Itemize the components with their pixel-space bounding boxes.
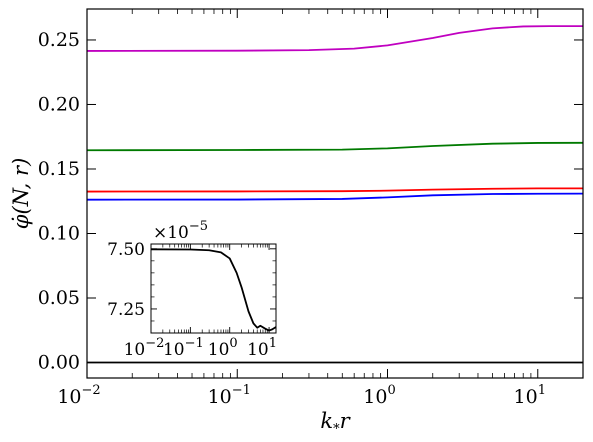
x-tick-label-0: 10−2 <box>57 383 100 408</box>
inset-x-tick-label-3: 101 <box>247 336 277 360</box>
series-line-1 <box>86 141 584 152</box>
main-plot: 10−2 10−1 100 1010.000.050.100.150.200.25k*… <box>9 8 584 437</box>
inset-x-tick-label-1: 10−1 <box>163 336 204 360</box>
y-tick-label-2: 0.10 <box>38 222 80 244</box>
inset-x-tick-label-2: 100 <box>208 336 238 360</box>
y-axis-label: φ̇(N, r) <box>9 158 33 230</box>
x-tick-label-1: 10−1 <box>208 383 251 408</box>
inset-x-tick-label-0: 10−2 <box>124 336 165 360</box>
x-tick-label-2: 100 <box>363 383 395 408</box>
x-tick-label-3: 101 <box>514 383 546 408</box>
y-tick-label-0: 0.00 <box>38 352 80 374</box>
inset-y-tick-label-0: 7.25 <box>107 300 145 320</box>
y-tick-label-3: 0.15 <box>38 158 80 180</box>
y-tick-label-5: 0.25 <box>38 29 80 51</box>
plot-frame <box>86 8 584 379</box>
y-tick-label-4: 0.20 <box>38 93 80 115</box>
series-line-0 <box>86 25 583 52</box>
inset-y-tick-label-1: 7.50 <box>107 240 145 260</box>
inset-offset-label: ×10−5 <box>153 219 208 243</box>
inset-series-line-0 <box>150 248 277 332</box>
series-line-3 <box>86 192 584 201</box>
x-axis-label: k*r <box>320 409 351 437</box>
inset-background <box>151 244 276 333</box>
series-line-2 <box>86 187 583 193</box>
inset-plot: 10−210−1 100 101 7.25 7.50 ×10−5 <box>107 219 277 360</box>
inset-frame <box>150 243 277 334</box>
y-tick-label-1: 0.05 <box>38 287 80 309</box>
